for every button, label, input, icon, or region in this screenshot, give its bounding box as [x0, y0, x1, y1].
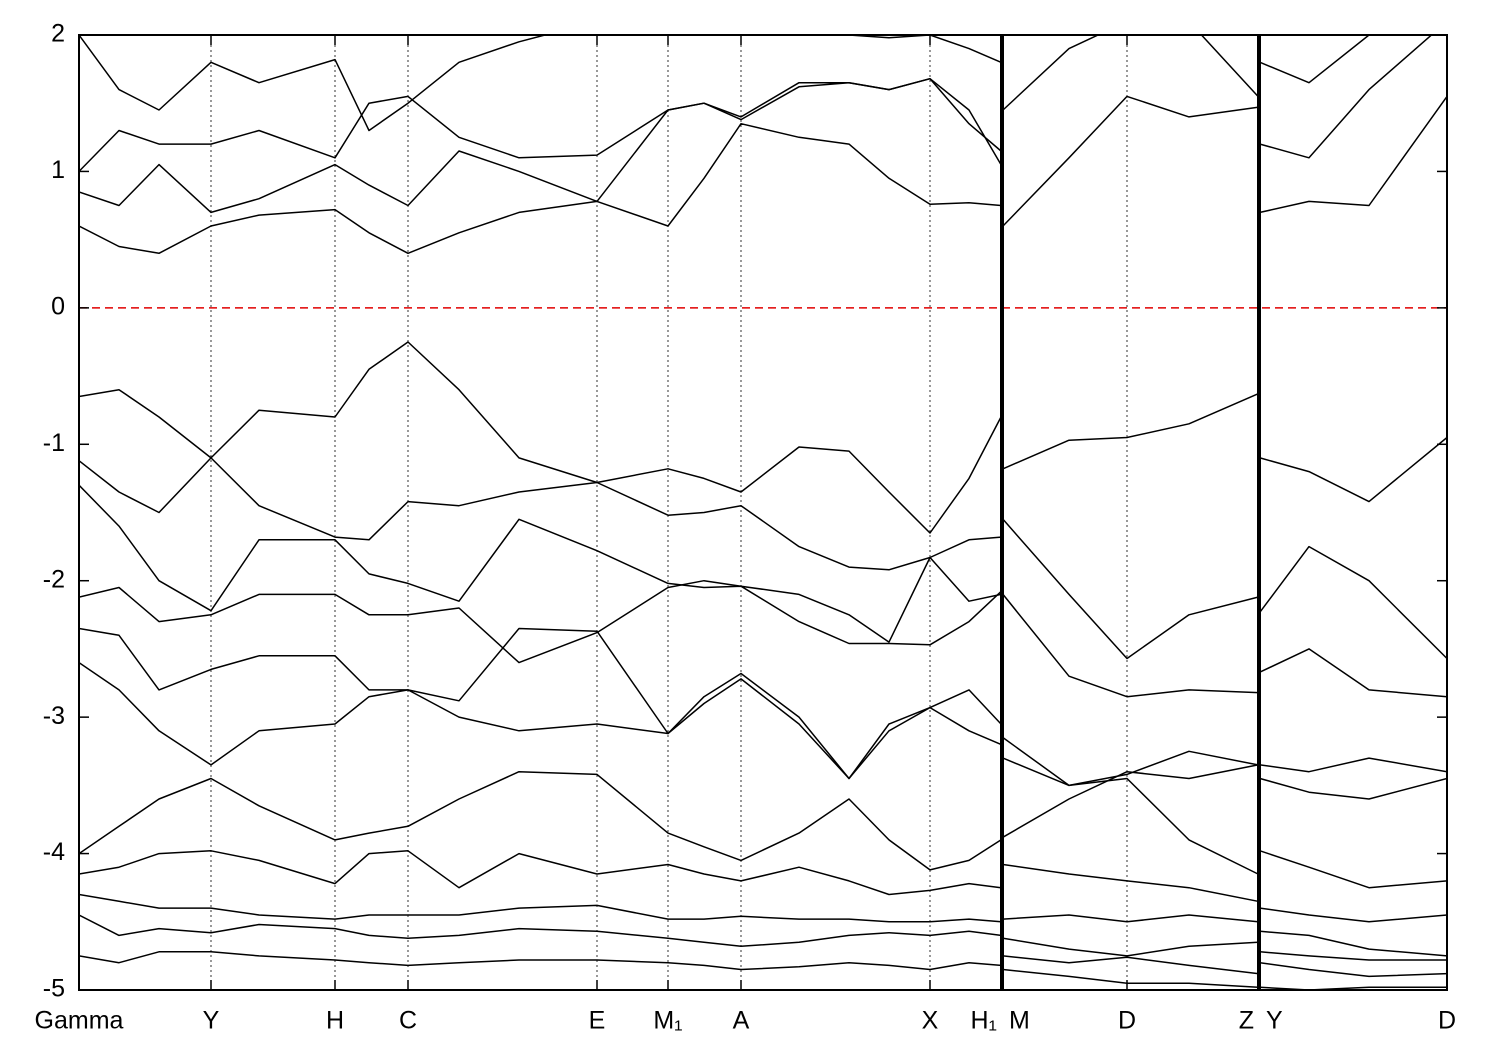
band-line — [79, 35, 1372, 172]
band-line — [79, 556, 1447, 787]
y-tick-label: -3 — [43, 702, 65, 730]
bands — [79, 35, 1447, 990]
x-tick-label: E — [589, 1007, 606, 1035]
x-tick-label: X — [922, 1007, 939, 1035]
x-tick-label: H — [326, 1007, 344, 1035]
x-tick-label: D — [1438, 1007, 1456, 1035]
x-tick-label: M — [1009, 1007, 1030, 1035]
y-tick-label: -2 — [43, 565, 65, 593]
band-line — [79, 95, 1447, 255]
y-tick-label: -5 — [43, 975, 65, 1003]
x-tick-label: C — [399, 1007, 417, 1035]
band-line — [79, 484, 1447, 698]
y-tick-label: -1 — [43, 429, 65, 457]
x-tick-label: Y — [203, 1007, 220, 1035]
band-line — [79, 341, 1447, 534]
x-tick-label: M₁ — [653, 1007, 682, 1035]
x-tick-label: A — [733, 1007, 750, 1035]
y-tick-label: -4 — [43, 838, 65, 866]
y-tick-label: 0 — [51, 292, 65, 320]
band-line — [79, 850, 1447, 957]
band-line — [79, 893, 1447, 961]
x-tick-label: Z — [1239, 1007, 1254, 1035]
grid — [79, 35, 1447, 990]
band-line — [79, 661, 1447, 889]
x-tick-label: Gamma — [35, 1007, 124, 1035]
x-tick-label: H₁ — [971, 1007, 998, 1035]
x-tick-label: D — [1118, 1007, 1136, 1035]
x-tick-label: Y — [1266, 1007, 1283, 1035]
plot-frame — [78, 34, 1448, 991]
y-tick-label: 1 — [51, 156, 65, 184]
band-line — [79, 914, 1447, 978]
band-line — [79, 35, 1002, 132]
band-line — [79, 457, 1447, 660]
band-line — [79, 627, 1447, 875]
y-tick-label: 2 — [51, 20, 65, 48]
band-line — [79, 770, 1447, 923]
